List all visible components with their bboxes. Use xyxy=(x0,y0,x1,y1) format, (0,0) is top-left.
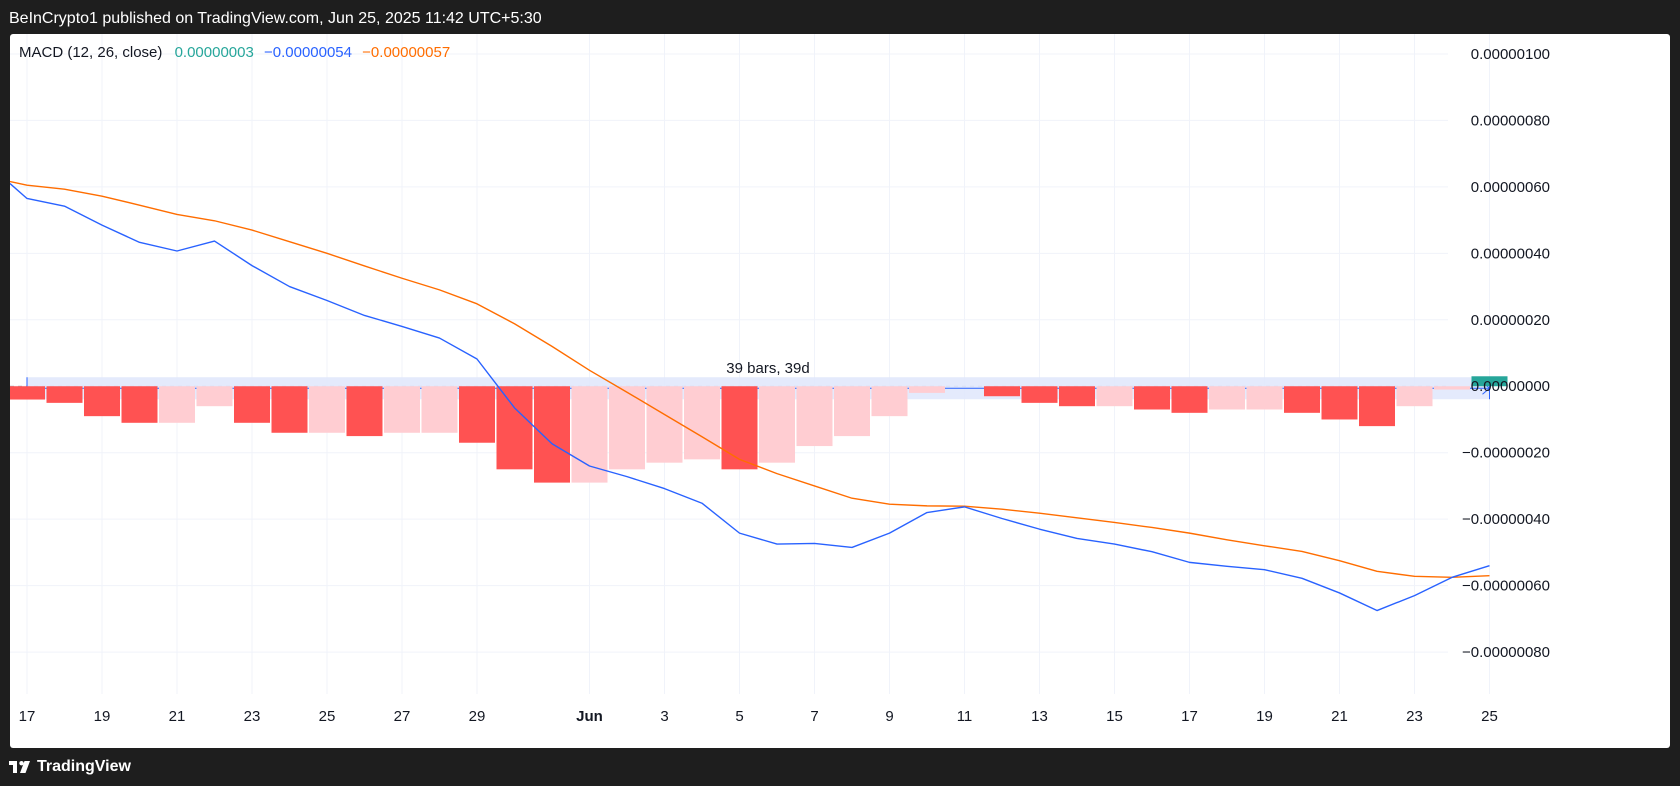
tradingview-logo-icon xyxy=(9,761,30,773)
histogram-bar[interactable] xyxy=(1396,386,1433,407)
x-tick-label: 19 xyxy=(94,708,111,725)
indicator-lines xyxy=(10,180,1490,612)
y-tick-label: 0.00000040 xyxy=(1471,245,1550,262)
histogram-bar[interactable] xyxy=(46,386,83,403)
histogram-bar[interactable] xyxy=(1434,386,1470,390)
x-tick-label: 7 xyxy=(810,708,818,725)
publisher-header: BeInCrypto1 published on TradingView.com… xyxy=(0,0,1680,38)
histogram-bar[interactable] xyxy=(346,386,383,437)
x-tick-label: 9 xyxy=(885,708,893,725)
histogram-bar[interactable] xyxy=(159,386,195,423)
x-tick-label: 15 xyxy=(1106,708,1123,725)
histogram-bar[interactable] xyxy=(871,386,908,417)
histogram-bar[interactable] xyxy=(84,386,120,417)
x-axis: 17 19 21 23 25 27 29 Jun 3 5 7 9 11 13 15 17 19 21 23 25 xyxy=(19,708,1498,725)
histogram-bar[interactable] xyxy=(1246,386,1283,410)
histogram-bar[interactable] xyxy=(271,386,308,433)
publisher-line: BeInCrypto1 published on TradingView.com… xyxy=(9,10,542,27)
histogram-bar[interactable] xyxy=(421,386,458,433)
histogram-bar[interactable] xyxy=(1171,386,1208,413)
y-axis: 0.00000100 0.00000080 0.00000060 0.00000040… xyxy=(1462,46,1550,661)
y-tick-label: 0.00000000 xyxy=(1471,378,1550,395)
histogram-bar[interactable] xyxy=(1471,376,1508,387)
x-tick-label: 17 xyxy=(19,708,36,725)
histogram-bar[interactable] xyxy=(1059,386,1095,407)
histogram-bar[interactable] xyxy=(459,386,495,443)
y-tick-label: 0.00000080 xyxy=(1471,112,1550,129)
histogram-bar[interactable] xyxy=(1209,386,1245,410)
histogram-bar[interactable] xyxy=(1359,386,1395,427)
histogram-bar[interactable] xyxy=(759,386,795,463)
histogram-bar[interactable] xyxy=(796,386,833,447)
x-tick-label: 29 xyxy=(469,708,486,725)
x-tick-label: 21 xyxy=(1331,708,1348,725)
histogram-bar[interactable] xyxy=(834,386,870,437)
histogram-bar[interactable] xyxy=(1321,386,1358,420)
histogram-bar[interactable] xyxy=(1284,386,1320,413)
x-tick-label: 17 xyxy=(1181,708,1198,725)
histogram-bar[interactable] xyxy=(571,386,608,483)
histogram-bar[interactable] xyxy=(384,386,420,433)
histogram-bar[interactable] xyxy=(309,386,345,433)
x-tick-label: 11 xyxy=(957,708,973,725)
y-tick-label: 0.00000060 xyxy=(1471,179,1550,196)
chart-panel[interactable]: 39 bars, 39d 0.00000100 0.00000080 0.00000… xyxy=(10,34,1670,748)
histogram-bar[interactable] xyxy=(1021,386,1058,403)
macd-line[interactable] xyxy=(10,183,1490,612)
macd-value: −0.00000054 xyxy=(263,44,352,61)
histogram-bar[interactable] xyxy=(10,386,45,400)
footer-brand: TradingView xyxy=(37,758,131,775)
x-tick-label: 19 xyxy=(1256,708,1273,725)
y-tick-label: −0.00000060 xyxy=(1462,578,1550,595)
y-tick-label: 0.00000020 xyxy=(1471,312,1550,329)
x-tick-label: 21 xyxy=(169,708,186,725)
x-tick-label: 25 xyxy=(1481,708,1498,725)
histogram-bar[interactable] xyxy=(1134,386,1170,410)
histogram-value: 0.00000003 xyxy=(174,44,254,61)
y-tick-label: −0.00000020 xyxy=(1462,445,1550,462)
footer-bar: TradingView xyxy=(0,748,1680,786)
y-tick-label: −0.00000080 xyxy=(1462,644,1550,661)
histogram-bar[interactable] xyxy=(496,386,533,470)
y-tick-label: 0.00000100 xyxy=(1471,46,1550,63)
signal-value: −0.00000057 xyxy=(362,44,451,61)
x-tick-label: 3 xyxy=(660,708,668,725)
histogram-bar[interactable] xyxy=(646,386,683,463)
histogram-bar[interactable] xyxy=(234,386,270,423)
y-tick-label: −0.00000040 xyxy=(1462,511,1550,528)
range-measure-label: 39 bars, 39d xyxy=(726,360,809,377)
histogram-bar[interactable] xyxy=(196,386,233,407)
macd-chart[interactable]: 39 bars, 39d 0.000001000.000000800.00000… xyxy=(10,34,1670,748)
histogram-bar[interactable] xyxy=(1096,386,1133,407)
histogram-bar[interactable] xyxy=(609,386,645,470)
indicator-legend[interactable]: MACD (12, 26, close) 0.00000003 −0.00000… xyxy=(19,44,456,61)
x-tick-label: 23 xyxy=(1406,708,1423,725)
histogram-bar[interactable] xyxy=(721,386,758,470)
indicator-name: MACD (12, 26, close) xyxy=(19,44,163,61)
histogram-bar[interactable] xyxy=(534,386,570,483)
x-tick-label: 23 xyxy=(244,708,261,725)
histogram-bar[interactable] xyxy=(909,386,945,393)
histogram-bar[interactable] xyxy=(121,386,158,423)
histogram-bar[interactable] xyxy=(684,386,720,460)
x-tick-label: 27 xyxy=(394,708,411,725)
x-tick-label: 13 xyxy=(1031,708,1048,725)
x-tick-label: 5 xyxy=(735,708,743,725)
x-tick-label: Jun xyxy=(576,708,603,725)
x-tick-label: 25 xyxy=(319,708,336,725)
histogram-bar[interactable] xyxy=(984,386,1020,397)
signal-line[interactable] xyxy=(10,180,1490,579)
